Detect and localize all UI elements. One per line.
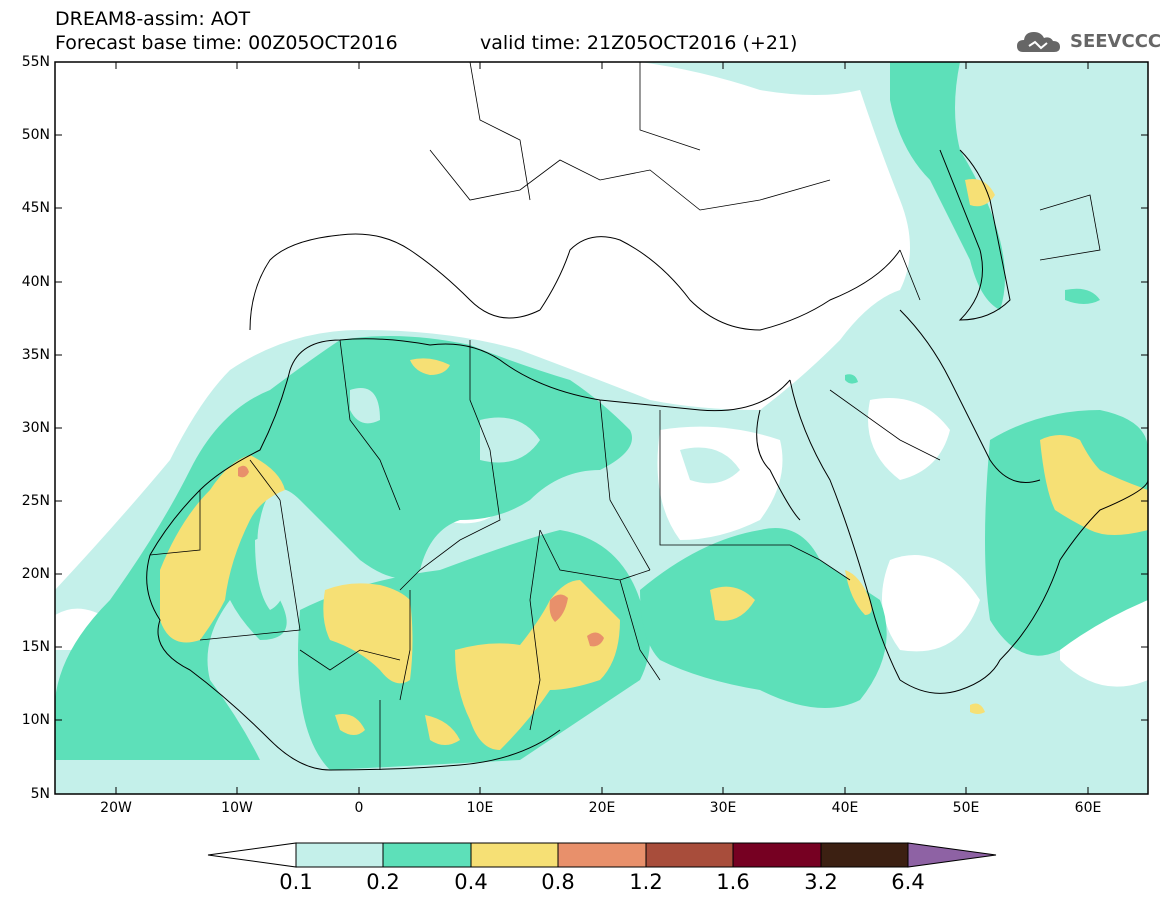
lon-label: 30E: [709, 800, 737, 816]
colorbar-label: 0.2: [366, 870, 400, 894]
aot-level-0.1-inner: [255, 388, 740, 610]
country-borders: [149, 62, 1101, 770]
lon-label: 10W: [221, 800, 253, 816]
cloud-logo-icon: [1017, 32, 1060, 52]
lat-label: 5N: [30, 786, 50, 802]
aot-level-0.4: [160, 179, 1148, 750]
lon-label: 10E: [466, 800, 494, 816]
colorbar-label: 1.6: [716, 870, 750, 894]
lon-label: 20W: [100, 800, 132, 816]
lat-label: 25N: [21, 493, 50, 509]
lon-label: 50E: [952, 800, 980, 816]
lat-label: 20N: [21, 566, 50, 582]
lat-label: 15N: [21, 639, 50, 655]
colorbar-segment: [295, 842, 384, 868]
colorbar-segment: [382, 842, 472, 868]
aot-level-0.8: [238, 465, 604, 647]
logo-text: SEEVCCC: [1070, 31, 1162, 52]
colorbar-label: 1.2: [629, 870, 663, 894]
colorbar-label: 0.1: [279, 870, 313, 894]
coastlines: [146, 149, 1148, 771]
axis-ticks: [55, 61, 1148, 794]
lon-label: 40E: [831, 800, 859, 816]
lat-label: 30N: [21, 420, 50, 436]
colorbar-label: 0.8: [541, 870, 575, 894]
colorbar-segment: [470, 842, 559, 868]
lon-label: 60E: [1074, 800, 1102, 816]
colorbar-segment-below: [207, 842, 297, 868]
colorbar-label: 0.4: [454, 870, 488, 894]
colorbar-label: 3.2: [804, 870, 838, 894]
colorbar-segment: [820, 842, 909, 868]
lat-label: 35N: [21, 347, 50, 363]
colorbar-segment-above: [907, 842, 997, 868]
colorbar-segment: [645, 842, 734, 868]
colorbar-segment: [732, 842, 822, 868]
colorbar: [207, 842, 997, 868]
forecast-base-time: Forecast base time: 00Z05OCT2016: [55, 32, 398, 54]
map-title: DREAM8-assim: AOT: [55, 8, 251, 30]
lat-label: 55N: [21, 54, 50, 70]
lat-label: 50N: [21, 127, 50, 143]
colorbar-segment: [557, 842, 647, 868]
lon-label: 0: [354, 800, 364, 816]
valid-time: valid time: 21Z05OCT2016 (+21): [480, 32, 798, 54]
lon-label: 20E: [588, 800, 616, 816]
lat-label: 45N: [21, 200, 50, 216]
lat-label: 10N: [21, 712, 50, 728]
colorbar-label: 6.4: [891, 870, 925, 894]
lat-label: 40N: [21, 274, 50, 290]
